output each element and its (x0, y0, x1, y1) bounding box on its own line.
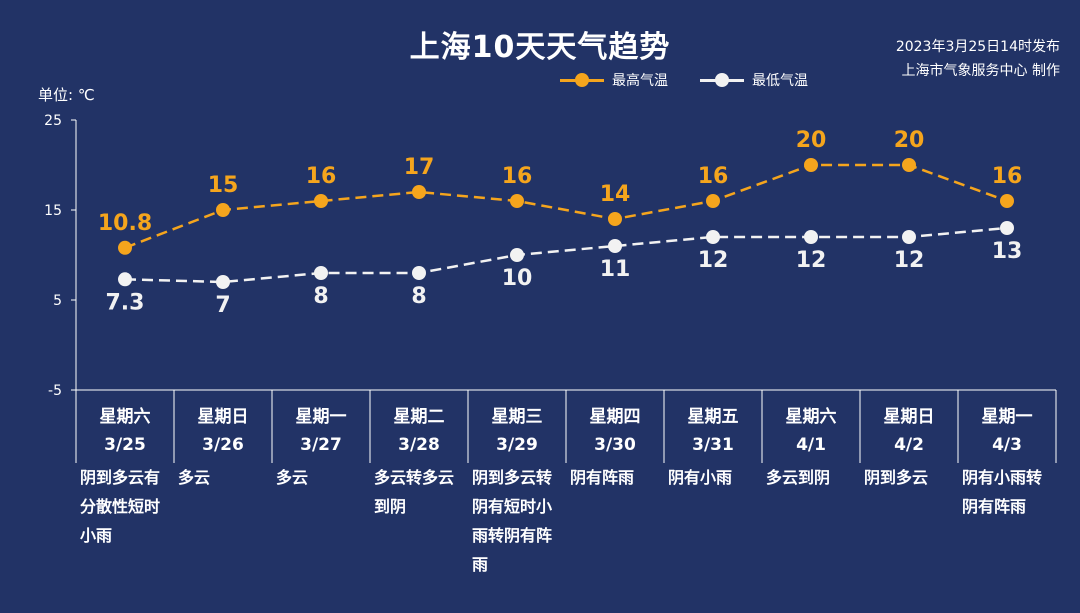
data-point-high (706, 194, 720, 208)
x-tick-date: 3/27 (300, 435, 342, 455)
legend-label-high: 最高气温 (612, 73, 668, 89)
y-tick-label: -5 (48, 383, 62, 399)
x-tick-date: 4/1 (796, 435, 826, 455)
data-point-high (510, 194, 524, 208)
data-point-high (902, 158, 916, 172)
legend-item-high[interactable]: 最高气温 (560, 70, 668, 90)
data-point-high (804, 158, 818, 172)
data-label-low: 7 (215, 293, 230, 318)
data-label-low: 13 (992, 239, 1023, 264)
x-tick-date: 3/31 (692, 435, 734, 455)
x-tick-date: 4/3 (992, 435, 1022, 455)
data-label-low: 12 (894, 248, 925, 273)
x-tick-weekday: 星期三 (492, 407, 543, 427)
series-line-low (124, 226, 1008, 284)
weather-description: 多云转多云到阴 (374, 468, 455, 516)
data-label-low: 7.3 (106, 290, 145, 315)
data-point-low (412, 266, 426, 280)
publisher: 上海市气象服务中心 制作 (901, 63, 1060, 79)
data-label-low: 12 (796, 248, 827, 273)
data-label-high: 16 (992, 164, 1023, 189)
data-point-high (118, 240, 132, 255)
legend-swatch-low (700, 73, 744, 87)
y-tick-label: 25 (44, 113, 62, 129)
legend-item-low[interactable]: 最低气温 (700, 70, 808, 90)
x-tick-weekday: 星期六 (786, 406, 837, 427)
publish-info: 2023年3月25日14时发布 上海市气象服务中心 制作 (896, 35, 1060, 83)
data-label-low: 8 (313, 284, 328, 309)
data-label-low: 12 (698, 248, 729, 273)
data-point-low (118, 272, 132, 287)
data-point-low (706, 230, 720, 244)
x-tick-weekday: 星期二 (394, 407, 445, 427)
series-line-high (124, 163, 1008, 249)
x-tick-date: 3/26 (202, 435, 244, 455)
x-tick-date: 3/28 (398, 435, 440, 455)
data-label-low: 10 (502, 266, 533, 291)
x-tick-date: 4/2 (894, 435, 924, 455)
x-tick-weekday: 星期一 (296, 407, 347, 427)
data-point-high (314, 194, 328, 208)
data-label-low: 11 (600, 257, 631, 282)
x-tick-weekday: 星期五 (688, 407, 739, 427)
weather-description: 阴有小雨转阴有阵雨 (962, 468, 1043, 516)
data-label-high: 20 (894, 128, 925, 153)
chart-title: 上海10天天气趋势 (409, 30, 671, 65)
y-tick-label: 15 (44, 203, 62, 219)
data-label-high: 15 (208, 173, 239, 198)
data-label-high: 14 (600, 182, 631, 207)
x-tick-date: 3/30 (594, 435, 636, 455)
data-point-low (314, 266, 328, 280)
publish-time: 2023年3月25日14时发布 (895, 39, 1060, 55)
x-tick-weekday: 星期四 (590, 407, 641, 427)
weather-description: 阴到多云 (864, 468, 929, 487)
data-label-high: 16 (698, 164, 729, 189)
data-point-high (608, 212, 622, 226)
data-point-low (804, 230, 818, 244)
data-point-low (510, 248, 524, 262)
weather-description: 阴有阵雨 (570, 468, 635, 487)
data-point-low (1000, 221, 1014, 235)
x-tick-weekday: 星期日 (884, 407, 935, 427)
x-tick-weekday: 星期一 (982, 407, 1033, 427)
data-label-high: 10.8 (98, 211, 152, 236)
data-label-high: 17 (404, 155, 435, 180)
weather-description: 多云 (178, 468, 211, 487)
weather-description: 多云 (276, 468, 309, 487)
y-axis-unit-label: 单位: ℃ (38, 86, 95, 104)
x-tick-weekday: 星期六 (100, 406, 151, 427)
weather-description: 阴有小雨 (668, 468, 733, 487)
x-tick-weekday: 星期日 (198, 407, 249, 427)
x-tick-date: 3/29 (496, 435, 538, 455)
data-label-high: 16 (306, 164, 337, 189)
data-label-high: 16 (502, 164, 533, 189)
data-point-low (902, 230, 916, 244)
weather-description: 多云到阴 (766, 468, 831, 487)
data-point-low (608, 239, 622, 253)
data-point-low (216, 275, 230, 289)
data-point-high (412, 185, 426, 199)
legend-swatch-high (560, 73, 604, 87)
y-tick-label: 5 (53, 293, 62, 309)
legend-label-low: 最低气温 (752, 73, 808, 89)
data-point-high (1000, 194, 1014, 208)
x-tick-date: 3/25 (104, 435, 146, 455)
weather-description: 阴到多云有分散性短时小雨 (80, 468, 161, 545)
data-point-high (216, 203, 230, 217)
data-label-low: 8 (411, 284, 426, 309)
weather-description: 阴到多云转阴有短时小雨转阴有阵雨 (472, 468, 553, 574)
data-label-high: 20 (796, 128, 827, 153)
legend: 最高气温 最低气温 (560, 70, 808, 90)
